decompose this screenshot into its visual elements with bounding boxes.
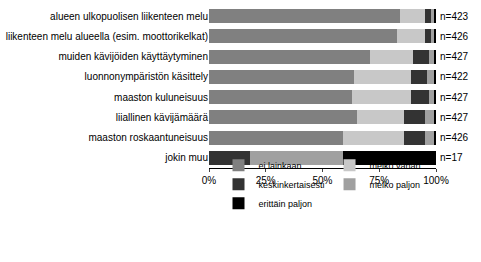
svg-text:n=426: n=426: [440, 132, 469, 143]
svg-text:liiallinen kävijämäärä: liiallinen kävijämäärä: [116, 112, 209, 123]
svg-text:jokin muu: jokin muu: [164, 152, 208, 163]
svg-text:liikenteen melu alueella (esim: liikenteen melu alueella (esim. moottori…: [6, 31, 208, 42]
svg-text:0%: 0%: [202, 175, 217, 186]
svg-text:n=427: n=427: [440, 51, 469, 62]
svg-text:n=422: n=422: [440, 71, 469, 82]
svg-text:luonnonympäristön käsittely: luonnonympäristön käsittely: [85, 71, 208, 82]
svg-text:muiden kävijöiden käyttäytymin: muiden kävijöiden käyttäytyminen: [58, 51, 208, 62]
svg-text:n=423: n=423: [440, 11, 469, 22]
svg-text:n=427: n=427: [440, 92, 469, 103]
svg-text:erittäin paljon: erittäin paljon: [259, 199, 313, 209]
svg-text:melko paljon: melko paljon: [370, 180, 421, 190]
svg-text:alueen ulkopuolisen liikenteen: alueen ulkopuolisen liikenteen melu: [50, 11, 208, 22]
svg-text:n=426: n=426: [440, 31, 469, 42]
svg-text:100%: 100%: [423, 175, 449, 186]
svg-text:keskinkertaisesti: keskinkertaisesti: [259, 180, 325, 190]
svg-text:maaston kuluneisuus: maaston kuluneisuus: [114, 92, 208, 103]
svg-text:n=17: n=17: [440, 152, 463, 163]
svg-text:ei lainkaan: ei lainkaan: [259, 161, 302, 171]
svg-text:melko vähän: melko vähän: [370, 161, 421, 171]
svg-text:maaston roskaantuneisuus: maaston roskaantuneisuus: [88, 132, 208, 143]
svg-text:n=427: n=427: [440, 112, 469, 123]
